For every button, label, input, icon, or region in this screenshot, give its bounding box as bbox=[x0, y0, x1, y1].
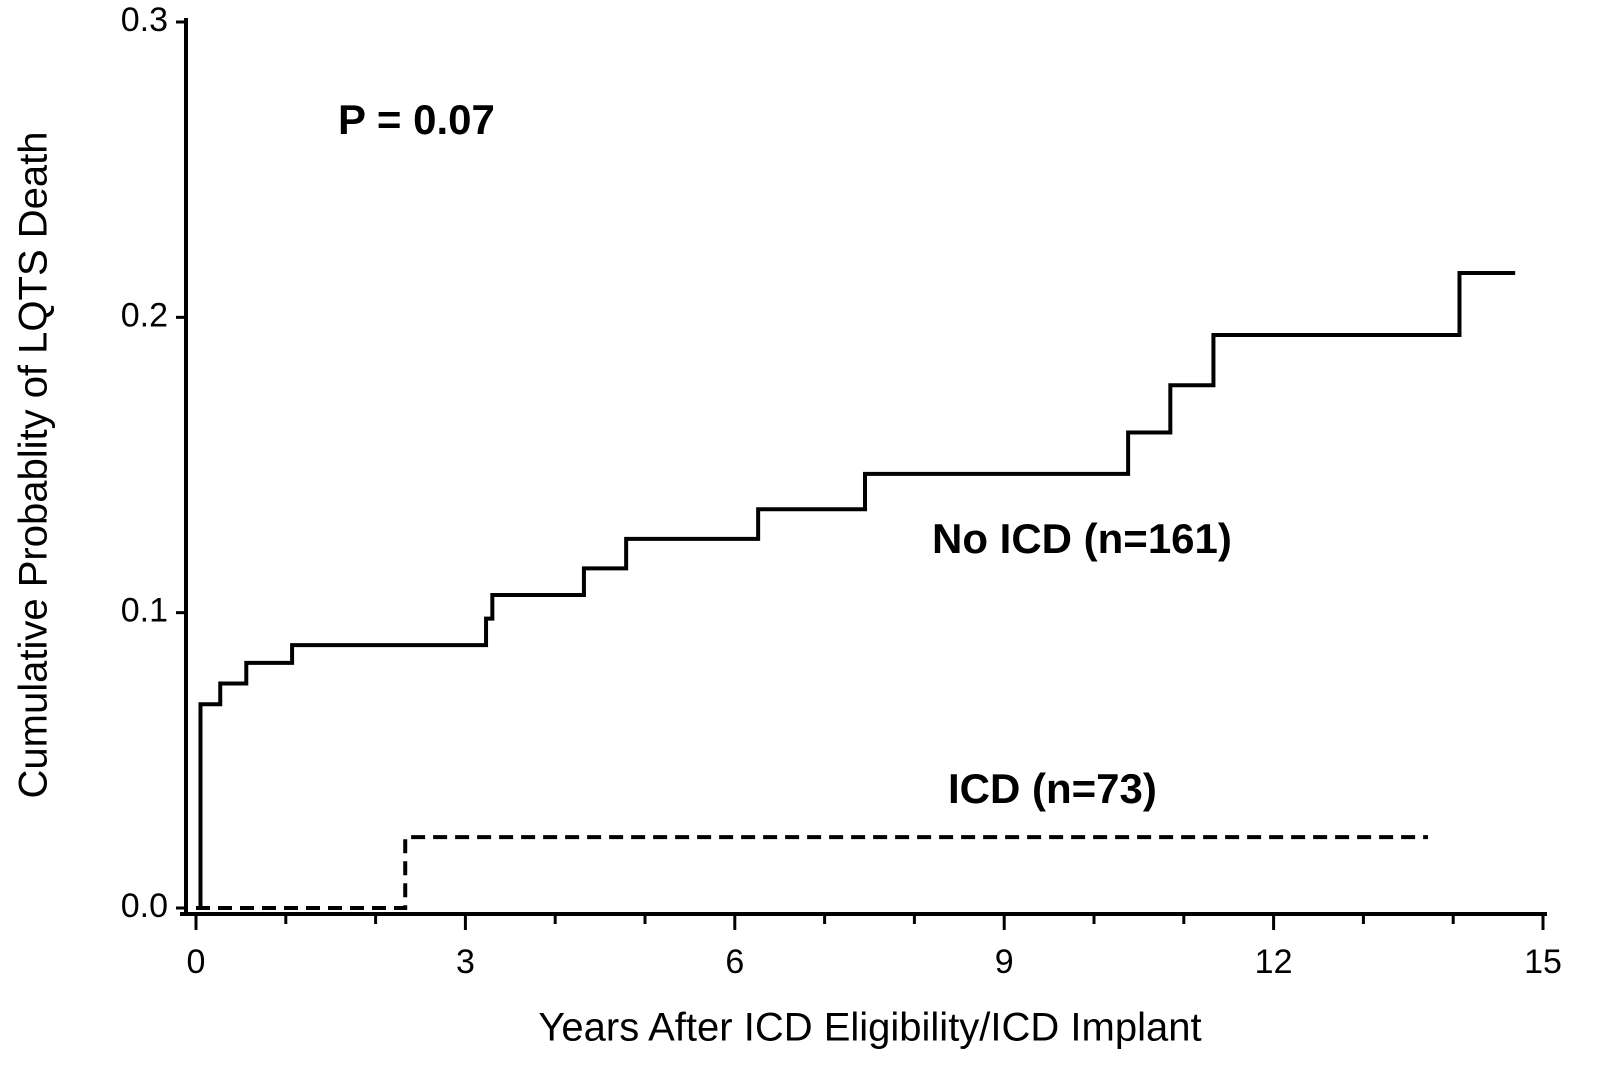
y-axis-title: Cumulative Probablity of LQTS Death bbox=[12, 132, 56, 799]
step-line bbox=[196, 271, 1516, 910]
p-value: P = 0.07 bbox=[338, 96, 495, 143]
series-label: No ICD (n=161) bbox=[932, 515, 1232, 562]
x-tick-label: 12 bbox=[1255, 943, 1293, 981]
y-tick-label: 0.1 bbox=[121, 592, 168, 630]
y-tick-label: 0.0 bbox=[121, 887, 168, 925]
x-tick-label: 3 bbox=[456, 943, 475, 981]
y-tick-label: 0.2 bbox=[121, 296, 168, 334]
x-tick-label: 9 bbox=[995, 943, 1014, 981]
step-line bbox=[196, 835, 1429, 910]
y-tick-label: 0.3 bbox=[121, 1, 168, 39]
x-tick-label: 15 bbox=[1524, 943, 1562, 981]
x-tick-label: 6 bbox=[725, 943, 744, 981]
x-axis-title: Years After ICD Eligibility/ICD Implant bbox=[538, 1006, 1201, 1050]
series-label: ICD (n=73) bbox=[948, 765, 1157, 812]
x-tick-label: 0 bbox=[187, 943, 206, 981]
